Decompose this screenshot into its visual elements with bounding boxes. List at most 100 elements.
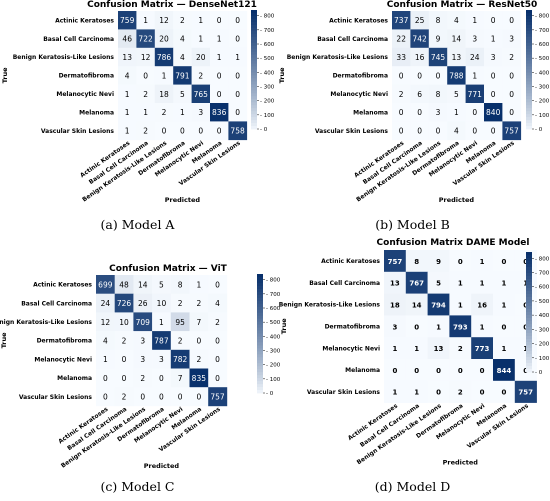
colorbar-segment [526, 21, 532, 26]
cell-value: 1 [180, 108, 185, 117]
colorbar-segment [526, 258, 532, 262]
cell-value: 24 [101, 299, 111, 308]
colorbar-segment [526, 15, 532, 20]
cell-value: 1 [458, 302, 463, 310]
colorbar-segment [526, 297, 532, 301]
heatmap-cell [210, 47, 229, 67]
heatmap-cell [210, 121, 229, 141]
cell-value: 46 [122, 35, 132, 44]
heatmap-cell [189, 293, 209, 313]
y-tick-label: Dermatofibroma [333, 73, 388, 80]
heatmap-cell [405, 315, 428, 338]
colorbar-segment [526, 105, 532, 109]
heatmap-cell [210, 103, 229, 122]
heatmap-cell [208, 312, 228, 332]
colorbar-segment [526, 30, 532, 35]
heatmap-cell [428, 47, 448, 67]
cell-value: 1 [414, 389, 419, 397]
cell-value: 0 [509, 108, 514, 117]
cell-value: 0 [480, 367, 485, 375]
colorbar-segment [526, 333, 532, 337]
heatmap-cell [133, 387, 153, 407]
cell-value: 0 [215, 280, 220, 289]
cell-value: 4 [125, 71, 130, 80]
colorbar-segment [257, 351, 263, 355]
colorbar-segment [257, 345, 263, 349]
cell-value: 26 [138, 299, 148, 308]
colorbar-tick-label: - 0 [535, 127, 543, 133]
cell-value: 1 [125, 90, 130, 99]
cell-value: 0 [215, 336, 220, 345]
colorbar-segment [526, 330, 532, 334]
heatmap-cell [392, 29, 411, 49]
heatmap-cell [465, 103, 485, 122]
heatmap-cell [170, 293, 190, 313]
cell-value: 14 [452, 35, 462, 44]
cell-value: 757 [210, 393, 225, 402]
colorbar-segment [251, 42, 257, 47]
y-tick-label: Actinic Keratoses [329, 17, 388, 24]
heatmap-cell [114, 312, 134, 332]
colorbar-segment [526, 51, 532, 56]
heatmap-cell [392, 121, 411, 141]
colorbar-segment [257, 303, 263, 308]
cell-value: 13 [452, 53, 462, 62]
colorbar-segment [526, 252, 532, 256]
colorbar-segment [526, 339, 532, 343]
cell-value: 0 [509, 71, 514, 80]
colorbar-tick-label: - 400 [535, 313, 550, 319]
cell-value: 3 [140, 355, 145, 364]
heatmap-cell [154, 121, 174, 141]
colorbar-segment [251, 39, 257, 44]
cell-value: 14 [412, 302, 422, 310]
colorbar-tick-label: - 200 [266, 363, 281, 369]
colorbar-tick-label: - 0 [260, 127, 268, 133]
colorbar-segment [526, 10, 532, 14]
cell-value: 726 [117, 299, 132, 308]
colorbar-segment [526, 18, 532, 23]
heatmap-cell [428, 103, 448, 122]
colorbar-tick-label: - 400 [535, 70, 550, 76]
heatmap-cell [152, 387, 172, 407]
cell-value: 0 [501, 389, 506, 397]
heatmap-cell [114, 331, 134, 351]
cell-value: 758 [230, 127, 245, 136]
colorbar-segment [251, 114, 257, 118]
colorbar-tick-label: - 200 [260, 99, 275, 105]
cell-value: 0 [217, 71, 222, 80]
heatmap-cell [152, 312, 172, 332]
cell-value: 773 [475, 345, 490, 353]
colorbar-tick-label: - 400 [260, 70, 275, 76]
cell-value: 782 [173, 355, 188, 364]
cell-value: 2 [215, 318, 220, 327]
colorbar-segment [257, 360, 263, 364]
colorbar-segment [526, 354, 532, 358]
cell-value: 1 [501, 345, 506, 353]
heatmap-cell [484, 121, 503, 141]
colorbar-tick-label: - 200 [535, 99, 550, 105]
colorbar-segment [251, 111, 257, 115]
colorbar-segment [526, 57, 532, 61]
colorbar-tick-label: - 0 [266, 391, 274, 397]
colorbar-segment [251, 84, 257, 88]
cell-value: 5 [180, 90, 185, 99]
y-tick-label: Benign Keratosis-Like Lesions [287, 54, 389, 61]
colorbar-segment [526, 90, 532, 94]
cell-value: 8 [178, 280, 183, 289]
cell-value: 24 [470, 53, 480, 62]
cell-value: 0 [217, 127, 222, 136]
heatmap-cell [96, 368, 115, 388]
heatmap-cell [410, 103, 430, 122]
colorbar-tick-label: - 500 [260, 56, 275, 62]
cell-value: 786 [157, 53, 172, 62]
heatmap-cell [118, 84, 137, 104]
heatmap-cell [392, 66, 411, 85]
cell-value: 759 [120, 16, 135, 25]
cell-value: 2 [162, 108, 167, 117]
heatmap-cell [170, 331, 190, 351]
colorbar-segment [257, 378, 263, 382]
cell-value: 4 [103, 336, 108, 345]
colorbar-tick-label: - 600 [535, 42, 550, 48]
heatmap-cell [514, 380, 537, 403]
colorbar-segment [526, 33, 532, 38]
